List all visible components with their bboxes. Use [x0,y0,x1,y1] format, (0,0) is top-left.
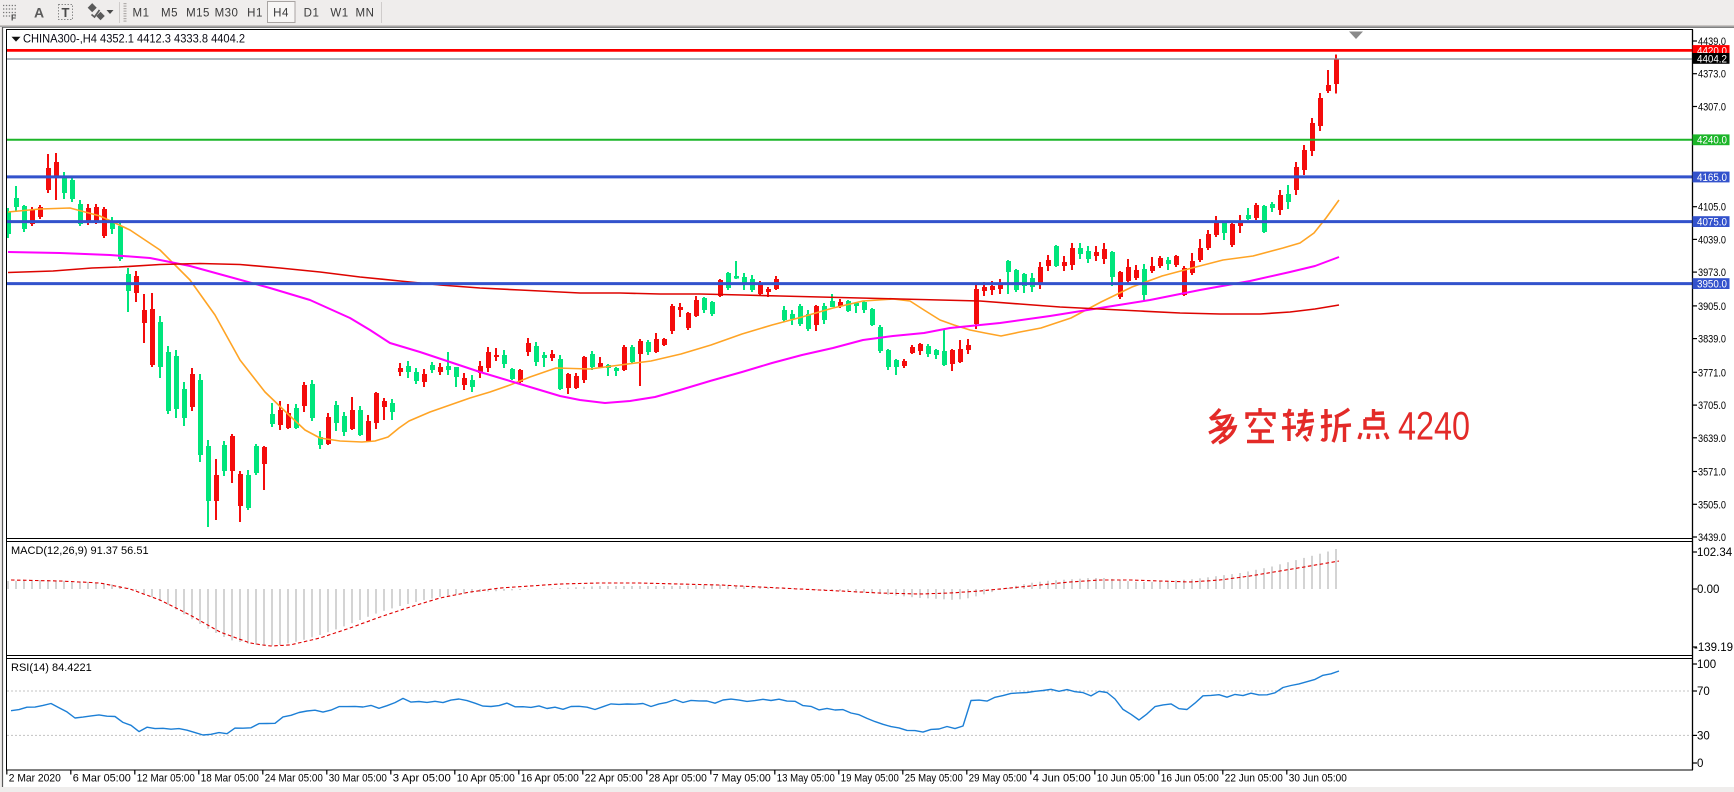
svg-text:4240: 4240 [1398,405,1470,449]
svg-text:H4: H4 [273,8,289,20]
svg-text:29 May 05:00: 29 May 05:00 [969,773,1027,785]
svg-text:4165.0: 4165.0 [1697,172,1727,184]
svg-text:3 Apr 05:00: 3 Apr 05:00 [393,773,451,785]
svg-text:4075.0: 4075.0 [1697,217,1727,229]
svg-text:A: A [34,5,44,21]
svg-text:4105.0: 4105.0 [1698,202,1726,214]
svg-text:F: F [11,13,16,23]
svg-text:12 Mar 05:00: 12 Mar 05:00 [137,773,195,785]
svg-text:6 Mar 05:00: 6 Mar 05:00 [73,773,131,785]
svg-text:2 Mar 2020: 2 Mar 2020 [9,773,61,785]
svg-text:0: 0 [1697,758,1703,770]
svg-text:22 Jun 05:00: 22 Jun 05:00 [1225,773,1283,785]
svg-text:7 May 05:00: 7 May 05:00 [713,773,771,785]
svg-text:MACD(12,26,9) 91.37 56.51: MACD(12,26,9) 91.37 56.51 [11,545,149,557]
svg-text:-139.19: -139.19 [1694,642,1733,654]
svg-text:4039.0: 4039.0 [1698,234,1726,246]
svg-text:10 Jun 05:00: 10 Jun 05:00 [1097,773,1155,785]
svg-text:25 May 05:00: 25 May 05:00 [905,773,963,785]
svg-text:3839.0: 3839.0 [1698,334,1726,346]
svg-text:13 May 05:00: 13 May 05:00 [777,773,835,785]
svg-text:3639.0: 3639.0 [1698,433,1726,445]
svg-text:RSI(14) 84.4221: RSI(14) 84.4221 [11,662,92,674]
svg-text:10 Apr 05:00: 10 Apr 05:00 [457,773,515,785]
svg-text:4240.0: 4240.0 [1697,135,1727,147]
svg-text:3950.0: 3950.0 [1697,279,1727,291]
svg-text:3571.0: 3571.0 [1698,467,1726,479]
svg-text:CHINA300-,H4 4352.1 4412.3 43: CHINA300-,H4 4352.1 4412.3 4333.8 4404.2 [23,32,245,46]
svg-text:3505.0: 3505.0 [1698,499,1726,511]
svg-text:M5: M5 [161,8,178,20]
svg-text:4 Jun 05:00: 4 Jun 05:00 [1033,773,1091,785]
svg-text:3771.0: 3771.0 [1698,367,1726,379]
svg-text:M15: M15 [186,8,210,20]
svg-text:30 Mar 05:00: 30 Mar 05:00 [329,773,387,785]
svg-text:4404.2: 4404.2 [1697,53,1727,65]
svg-text:22 Apr 05:00: 22 Apr 05:00 [585,773,643,785]
svg-text:D1: D1 [304,8,320,20]
svg-text:100: 100 [1697,659,1716,671]
svg-text:0.00: 0.00 [1697,584,1719,596]
svg-text:MN: MN [356,8,375,20]
svg-text:W1: W1 [330,8,348,20]
svg-text:28 Apr 05:00: 28 Apr 05:00 [649,773,707,785]
svg-text:19 May 05:00: 19 May 05:00 [841,773,899,785]
svg-text:24 Mar 05:00: 24 Mar 05:00 [265,773,323,785]
svg-text:M1: M1 [133,8,150,20]
svg-text:3705.0: 3705.0 [1698,400,1726,412]
svg-text:4373.0: 4373.0 [1698,69,1726,81]
svg-text:4307.0: 4307.0 [1698,102,1726,114]
svg-text:M30: M30 [215,8,239,20]
svg-text:3973.0: 3973.0 [1698,267,1726,279]
svg-text:3905.0: 3905.0 [1698,301,1726,313]
svg-text:H1: H1 [247,8,263,20]
svg-text:30 Jun 05:00: 30 Jun 05:00 [1289,773,1347,785]
svg-text:70: 70 [1697,686,1710,698]
svg-text:102.34: 102.34 [1697,547,1733,559]
svg-text:T: T [62,5,70,20]
svg-text:3439.0: 3439.0 [1698,532,1726,544]
svg-text:4439.0: 4439.0 [1698,36,1726,48]
svg-text:30: 30 [1697,730,1710,742]
svg-text:16 Jun 05:00: 16 Jun 05:00 [1161,773,1219,785]
svg-text:16 Apr 05:00: 16 Apr 05:00 [521,773,579,785]
svg-text:18 Mar 05:00: 18 Mar 05:00 [201,773,259,785]
